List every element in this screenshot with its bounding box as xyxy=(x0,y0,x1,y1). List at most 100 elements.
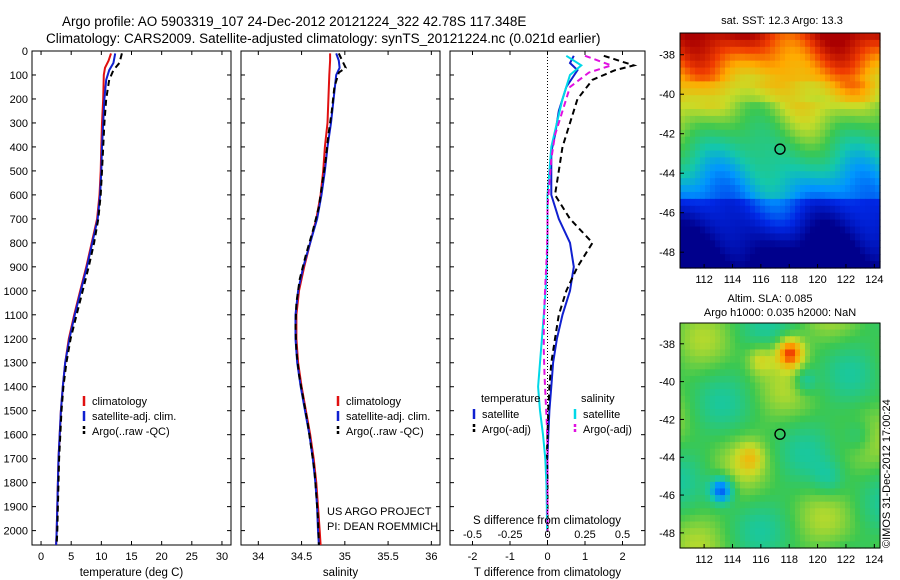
map-cell xyxy=(835,356,841,364)
map-cell xyxy=(800,342,806,351)
map-cell xyxy=(800,95,806,103)
map-cell xyxy=(835,191,841,200)
map-cell xyxy=(705,95,711,103)
map-cell xyxy=(860,461,866,470)
map-cell xyxy=(775,185,781,193)
top-axis-label: S difference from climatology xyxy=(473,515,621,527)
map-cell xyxy=(755,528,761,536)
map-cell xyxy=(705,336,711,344)
map-cell xyxy=(770,508,776,516)
map-cell xyxy=(715,198,721,207)
y-tick-label: 1000 xyxy=(4,286,28,298)
map-cell xyxy=(865,53,871,62)
map-cell xyxy=(740,240,746,248)
map-cell xyxy=(755,143,761,152)
map-cell xyxy=(680,254,686,262)
map-cell xyxy=(775,219,781,228)
map-cell xyxy=(845,205,851,214)
map-cell xyxy=(790,402,796,410)
map-cell xyxy=(730,336,736,344)
map-cell xyxy=(745,448,751,456)
map-cell xyxy=(755,129,761,138)
map-cell xyxy=(785,461,791,470)
map-cell xyxy=(820,115,826,124)
map-cell xyxy=(800,191,806,200)
map-cell xyxy=(775,428,781,437)
map-cell xyxy=(685,219,691,228)
map-cell xyxy=(785,74,791,82)
map-cell xyxy=(850,461,856,470)
map-cell xyxy=(845,488,851,496)
map-cell xyxy=(865,375,871,384)
map-cell xyxy=(810,428,816,437)
map-cell xyxy=(740,514,746,523)
map-cell xyxy=(830,74,836,82)
map-cell xyxy=(680,46,686,55)
map-cell xyxy=(855,448,861,456)
map-cell xyxy=(810,46,816,55)
y-tick-label: 200 xyxy=(10,94,28,106)
map-cell xyxy=(785,448,791,456)
map-cell xyxy=(820,534,826,542)
map-cell xyxy=(705,488,711,496)
map-cell xyxy=(685,468,691,476)
map-cell xyxy=(785,150,791,159)
map-cell xyxy=(700,240,706,248)
map-cell xyxy=(735,150,741,159)
map-cell xyxy=(855,212,861,221)
map-cell xyxy=(730,39,736,48)
map-cell xyxy=(680,122,686,131)
map-cell xyxy=(690,74,696,82)
map-cell xyxy=(860,442,866,450)
map-cell xyxy=(725,534,731,542)
y-tick-label: 1600 xyxy=(4,430,28,442)
map-cell xyxy=(860,541,866,549)
series-line xyxy=(55,53,117,546)
map-cell xyxy=(845,435,851,443)
map-cell xyxy=(740,488,746,496)
map-cell xyxy=(685,349,691,357)
map-cell xyxy=(830,514,836,523)
map-cell xyxy=(845,109,851,117)
map-cell xyxy=(735,240,741,248)
map-cell xyxy=(805,501,811,509)
map-cell xyxy=(740,60,746,69)
map-cell xyxy=(790,74,796,82)
map-cell xyxy=(750,198,756,207)
map-cell xyxy=(810,205,816,214)
map-cell xyxy=(750,143,756,152)
map-cell xyxy=(725,81,731,89)
map-cell xyxy=(760,521,766,529)
map-cell xyxy=(695,136,701,145)
map-cell xyxy=(750,528,756,536)
map-cell xyxy=(865,150,871,159)
map-cell xyxy=(790,115,796,124)
map-cell xyxy=(800,60,806,69)
map-cell xyxy=(715,136,721,145)
map-cell xyxy=(860,33,866,41)
map-cell xyxy=(705,356,711,364)
map-cell xyxy=(785,369,791,377)
map-cell xyxy=(775,455,781,463)
map-cell xyxy=(835,409,841,417)
map-cell xyxy=(805,369,811,377)
map-cell xyxy=(815,349,821,357)
map-cell xyxy=(690,109,696,117)
map-cell xyxy=(695,468,701,476)
map-cell xyxy=(820,46,826,55)
map-cell xyxy=(810,475,816,483)
map-cell xyxy=(800,488,806,496)
map-cell xyxy=(810,448,816,456)
map-cell xyxy=(855,356,861,364)
map-cell xyxy=(860,109,866,117)
map-cell xyxy=(770,46,776,55)
map-cell xyxy=(730,185,736,193)
map-cell xyxy=(775,136,781,145)
y-tick-label: 0 xyxy=(22,46,28,58)
map-cell xyxy=(745,95,751,103)
map-cell xyxy=(710,33,716,41)
map-cell xyxy=(855,336,861,344)
map-cell xyxy=(810,185,816,193)
map-cell xyxy=(760,395,766,404)
map-cell xyxy=(695,261,701,269)
